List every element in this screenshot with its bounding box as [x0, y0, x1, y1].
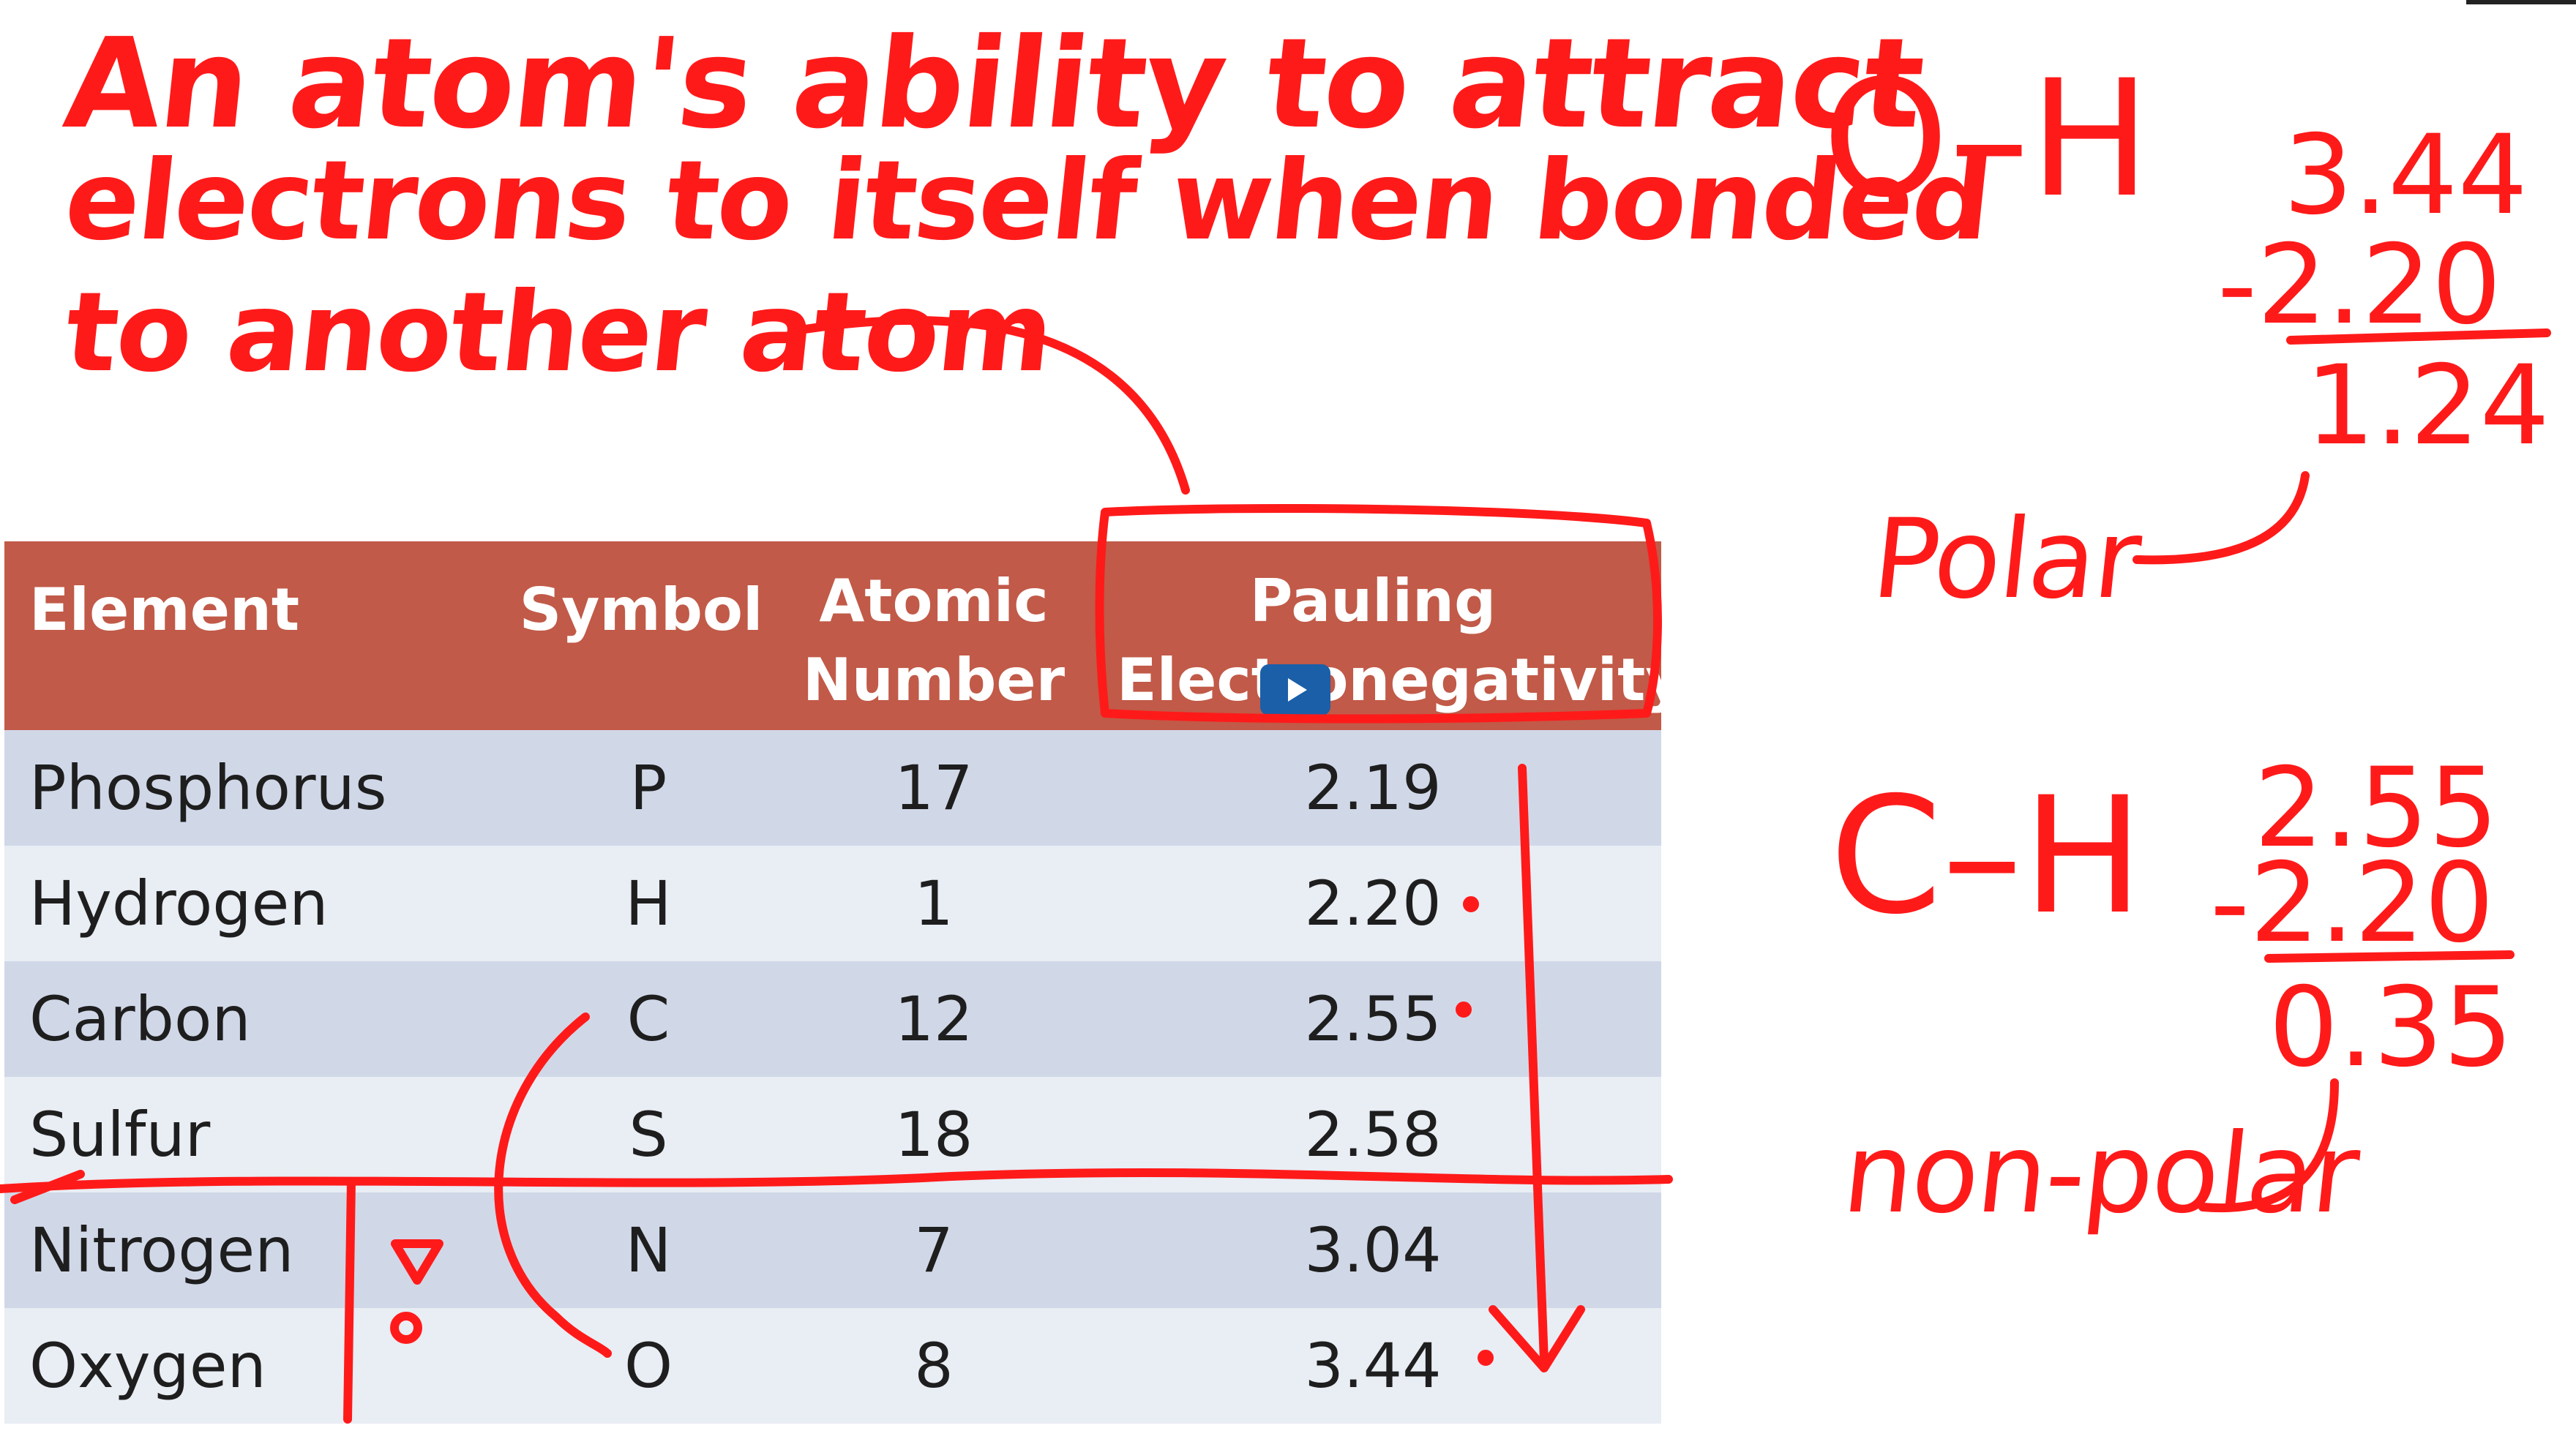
cell-en: 2.19: [1304, 752, 1442, 824]
header-box: [1095, 504, 1662, 724]
oh-value-a: 3.44: [2283, 112, 2528, 239]
header-atomic: Atomic Number: [802, 562, 1066, 720]
delta-dot: [390, 1312, 422, 1344]
cell-number: 18: [894, 1099, 973, 1171]
cell-symbol: N: [625, 1214, 672, 1286]
cell-element: Oxygen: [29, 1330, 266, 1402]
header-element: Element: [29, 576, 300, 644]
oh-rule: [2286, 328, 2551, 345]
cell-symbol: P: [629, 752, 667, 824]
cell-symbol: S: [629, 1099, 668, 1171]
cell-en: 3.44: [1304, 1330, 1442, 1402]
cell-en: 2.58: [1304, 1099, 1442, 1171]
cell-symbol: O: [624, 1330, 673, 1402]
cell-en: 2.55: [1304, 983, 1442, 1055]
polar-connector: [2133, 471, 2310, 565]
trend-arrowhead: [1489, 1305, 1585, 1372]
c-to-o-arc: [494, 1012, 612, 1358]
cell-number: 12: [894, 983, 973, 1055]
top-edge-bar: [2466, 0, 2576, 4]
play-icon[interactable]: [1260, 664, 1330, 715]
ch-difference: 0.35: [2269, 964, 2513, 1092]
cell-en: 2.20: [1304, 868, 1442, 939]
oh-value-b: -2.20: [2217, 222, 2502, 349]
cell-element: Phosphorus: [29, 752, 387, 824]
table-row: Carbon C 12 2.55: [4, 961, 1661, 1077]
oh-difference: 1.24: [2305, 342, 2550, 470]
header-electronegativity: Pauling Electronegativity: [1117, 562, 1684, 720]
cell-element: Hydrogen: [29, 868, 329, 939]
table-row: Nitrogen N 7 3.04: [4, 1192, 1661, 1308]
cell-symbol: C: [626, 983, 670, 1055]
header-en-line1: Pauling: [1249, 567, 1497, 635]
cell-number: 1: [914, 868, 954, 939]
dot: [1478, 1350, 1494, 1366]
left-vertical: [343, 1177, 356, 1424]
table-header: Element Symbol Atomic Number Pauling Ele…: [4, 541, 1684, 730]
cell-symbol: H: [625, 868, 672, 939]
ch-value-b: -2.20: [2210, 840, 2495, 967]
cell-number: 8: [914, 1330, 954, 1402]
table-row: Oxygen O 8 3.44: [4, 1308, 1661, 1424]
oh-bond: O–H: [1822, 45, 2151, 233]
trend-arrow: [1518, 764, 1549, 1365]
table-row: Phosphorus P 17 2.19: [4, 730, 1661, 846]
cell-number: 17: [894, 752, 973, 824]
header-atomic-line2: Number: [802, 646, 1066, 714]
divide-tick: [10, 1170, 85, 1204]
header-en-line2: Electronegativity: [1117, 646, 1684, 714]
cell-element: Sulfur: [29, 1099, 211, 1171]
ch-rule: [2264, 950, 2515, 963]
ch-value-a: 2.55: [2254, 745, 2498, 872]
header-atomic-line1: Atomic: [819, 567, 1049, 635]
nonpolar-connector: [2198, 1078, 2339, 1212]
cell-en: 3.04: [1304, 1214, 1442, 1286]
cell-number: 7: [914, 1214, 954, 1286]
divide-line: [0, 1168, 1673, 1193]
ch-bond: C–H: [1830, 762, 2144, 950]
dot: [1463, 896, 1479, 912]
delta-mark: [391, 1239, 443, 1285]
cell-element: Nitrogen: [29, 1214, 294, 1286]
dot: [1456, 1002, 1472, 1018]
cell-element: Carbon: [29, 983, 251, 1055]
header-symbol: Symbol: [519, 576, 763, 644]
definition-connector: [801, 316, 1190, 495]
table-row: Hydrogen H 1 2.20: [4, 846, 1661, 961]
